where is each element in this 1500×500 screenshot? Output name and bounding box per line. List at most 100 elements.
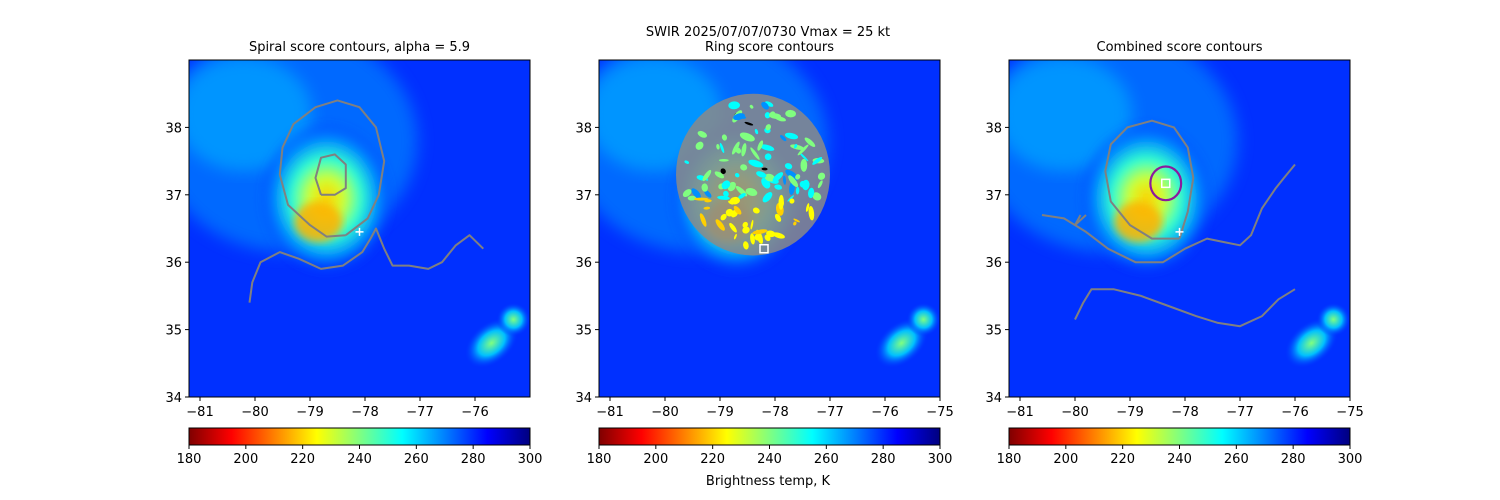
brightness-temp-image: [599, 60, 940, 397]
ring-gap-fragment: [729, 222, 737, 233]
ring-gap-fragment: [720, 213, 727, 221]
ring-gap-fragment: [774, 213, 782, 222]
ring-gap-fragment: [745, 188, 758, 197]
ring-gap-fragment: [704, 190, 712, 198]
ring-gap-fragment: [740, 164, 748, 171]
colorbar-tick-label: 260: [1224, 452, 1249, 467]
colorbar-tick-label: 260: [404, 452, 429, 467]
ring-gap-fragment: [731, 141, 740, 155]
ring-gap-fragment: [812, 156, 823, 165]
colorbar-tick-label: 200: [643, 452, 668, 467]
x-tick-label: −81: [596, 405, 623, 420]
ring-gap-fragment: [749, 104, 754, 109]
colorbar-tick-label: 280: [871, 452, 896, 467]
colorbar-label: Brightness temp, K: [706, 474, 831, 489]
y-tick-label: 36: [985, 256, 1002, 271]
colorbar-tick-label: 240: [347, 452, 372, 467]
ring-gap-fragment: [784, 132, 799, 140]
panel-3: Combined score contours −81 −80 −79 −78 −77 −7…: [985, 40, 1363, 467]
ring-gap-fragment: [812, 192, 822, 201]
x-tick-label: −81: [186, 405, 213, 420]
ring-gap-fragment: [721, 134, 728, 141]
ring-gap-fragment: [721, 180, 731, 190]
score-contour-5: [1074, 214, 1082, 226]
ring-gap-fragment: [733, 233, 737, 240]
combined-score-circle: [1149, 165, 1183, 202]
ring-gap-fragment: [738, 193, 746, 199]
panel-2: Ring score contours −81 −80 −79 −78 −77 −76 −75…: [575, 40, 953, 467]
ring-gap-fragment: [750, 233, 755, 245]
ring-gap-fragment: [759, 144, 775, 151]
y-tick-label: 35: [575, 324, 592, 339]
x-tick-label: −76: [461, 405, 488, 420]
ring-gap-fragment: [764, 173, 775, 182]
ring-gap-fragment: [742, 221, 748, 228]
ring-gap-fragment: [718, 159, 729, 162]
x-tick-label: −75: [926, 405, 953, 420]
y-tick-label: 35: [985, 324, 1002, 339]
x-tick-label: −75: [1336, 405, 1363, 420]
panel-1: Spiral score contours, alpha = 5.9 −81 −80…: [165, 40, 543, 467]
ring-gap-fragment: [752, 229, 768, 235]
ring-gap-fragment: [785, 109, 797, 118]
x-tick-label: −80: [1061, 405, 1088, 420]
ring-gap-fragment: [748, 159, 764, 168]
ring-gap-fragment: [761, 101, 769, 110]
ring-gap-fragment: [687, 195, 697, 201]
colorbar-tick-label: 280: [461, 452, 486, 467]
ring-gap-fragment: [788, 175, 799, 188]
colorbar-tick-label: 300: [518, 452, 543, 467]
ring-gap-fragment: [695, 141, 704, 150]
ring-gap-fragment: [716, 143, 720, 150]
ring-gap-fragment: [761, 167, 768, 171]
ring-gap-fragment: [764, 234, 771, 242]
ring-gap-fragment: [787, 195, 794, 202]
ring-gap-fragment: [805, 203, 810, 212]
x-tick-label: −79: [1116, 405, 1143, 420]
colorbar-tick-label: 240: [757, 452, 782, 467]
ring-gap-fragment: [772, 172, 784, 182]
y-tick-label: 38: [575, 121, 592, 136]
y-tick-label: 37: [985, 189, 1002, 204]
x-tick-label: −77: [406, 405, 433, 420]
colorbar-gradient: [598, 427, 941, 446]
ring-gap-fragment: [703, 206, 711, 210]
panel-title: Combined score contours: [1097, 40, 1263, 55]
ring-gap-fragment: [800, 158, 808, 172]
ring-gap-fragment: [723, 190, 729, 198]
colorbar-tick-label: 220: [700, 452, 725, 467]
figure-suptitle: SWIR 2025/07/07/0730 Vmax = 25 kt: [646, 25, 890, 40]
ring-gap-fragment: [743, 241, 749, 250]
ring-gap-fragment: [734, 172, 740, 178]
ring-gap-fragment: [757, 140, 764, 151]
ring-gap-fragment: [793, 221, 797, 226]
x-tick-label: −77: [816, 405, 843, 420]
ring-gap-fragment: [778, 194, 784, 210]
axes-frame: [1008, 59, 1351, 398]
ring-gap-fragment: [729, 196, 741, 205]
y-tick-label: 36: [165, 256, 182, 271]
y-tick-label: 34: [985, 391, 1002, 406]
x-tick-label: −76: [871, 405, 898, 420]
ring-gap-fragment: [790, 144, 804, 150]
x-tick-label: −79: [706, 405, 733, 420]
ring-gap-fragment: [697, 130, 707, 138]
ring-gap-fragment: [817, 180, 823, 189]
axes-frame: [598, 59, 941, 398]
colorbar: 180 200 220 240 260 280 300: [177, 427, 543, 467]
x-tick-label: −79: [296, 405, 323, 420]
panel-title: Spiral score contours, alpha = 5.9: [249, 40, 470, 55]
ring-gap-fragment: [739, 132, 755, 142]
ring-gap-fragment: [754, 129, 759, 135]
score-contour-3: [1074, 288, 1296, 328]
colorbar-tick-label: 200: [1053, 452, 1078, 467]
x-tick-label: −80: [241, 405, 268, 420]
ring-gap-fragment: [762, 192, 773, 203]
ring-gap-fragment: [714, 171, 725, 179]
ring-gap-fragment: [817, 172, 826, 180]
ring-gap-fragment: [765, 124, 771, 131]
ring-gap-fragment: [769, 111, 776, 118]
ring-gap-fragment: [764, 101, 774, 107]
ring-gap-fragment: [804, 137, 816, 148]
